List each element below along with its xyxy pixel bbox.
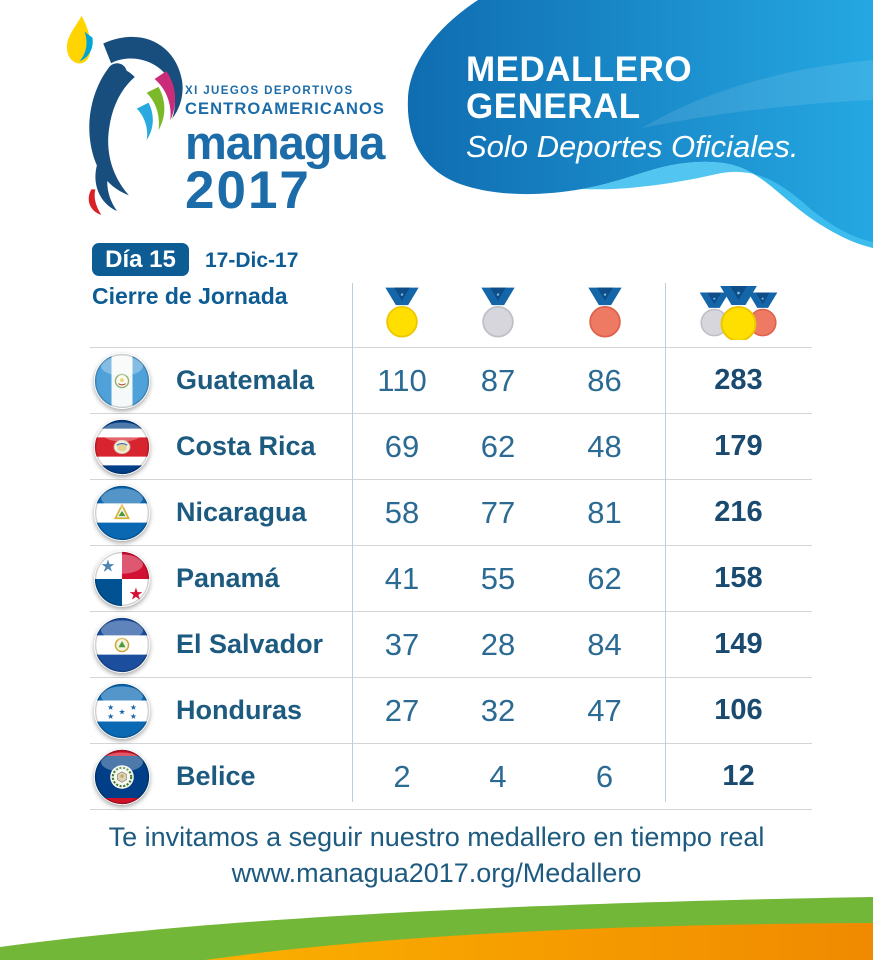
logo-games-line1: XI JUEGOS DEPORTIVOS <box>185 85 354 97</box>
gold-medal-icon <box>381 287 423 339</box>
silver-count: 77 <box>480 494 516 530</box>
country-flag-icon <box>94 550 150 607</box>
table-row: Costa Rica 69 62 48 179 <box>90 413 812 479</box>
bronze-count: 86 <box>587 362 622 398</box>
country-flag-icon <box>94 484 150 541</box>
bronze-count: 81 <box>587 494 622 530</box>
medal-table: Guatemala 110 87 86 283 Costa Rica 69 62… <box>90 278 812 810</box>
table-vertical-divider-right <box>665 283 666 802</box>
total-count: 216 <box>714 496 763 528</box>
bottom-wave-graphic <box>0 897 873 960</box>
medal-table-body: Guatemala 110 87 86 283 Costa Rica 69 62… <box>90 347 812 810</box>
silver-count: 87 <box>480 362 516 398</box>
footer-url-text: www.managua2017.org/Medallero <box>231 858 642 888</box>
table-row: Panamá 41 55 62 158 <box>90 545 812 611</box>
silver-count: 62 <box>480 428 516 464</box>
medal-table-header <box>90 278 812 347</box>
country-name: Honduras <box>176 695 303 725</box>
day-caption: Cierre de Jornada <box>92 283 288 309</box>
country-name: El Salvador <box>176 629 324 659</box>
country-name: Costa Rica <box>176 431 316 461</box>
silver-count: 4 <box>489 758 507 794</box>
gold-count: 37 <box>384 626 420 662</box>
table-vertical-divider-left <box>352 283 353 802</box>
silver-medal-icon <box>477 287 519 339</box>
country-flag-icon <box>94 352 150 409</box>
logo-wordmark: managua <box>185 116 385 169</box>
table-row: Belice 2 4 6 12 <box>90 743 812 810</box>
bronze-count: 6 <box>595 758 614 794</box>
silver-count: 55 <box>480 560 516 596</box>
banner-subtitle: Solo Deportes Oficiales. <box>466 128 799 164</box>
total-count: 12 <box>722 760 755 792</box>
gold-count: 69 <box>384 428 420 464</box>
total-count: 283 <box>714 364 763 396</box>
table-row: El Salvador 37 28 84 149 <box>90 611 812 677</box>
country-flag-icon <box>94 748 150 805</box>
gold-count: 27 <box>384 692 420 728</box>
logo-year: 2017 <box>185 161 311 220</box>
country-name: Panamá <box>176 563 280 593</box>
country-flag-icon <box>94 616 150 673</box>
table-row: Honduras 27 32 47 106 <box>90 677 812 743</box>
banner-wave-graphic <box>407 0 873 248</box>
logo-text-block: XI JUEGOS DEPORTIVOS CENTROAMERICANOS ma… <box>185 85 386 220</box>
total-count: 158 <box>714 562 763 594</box>
gold-count: 110 <box>377 362 427 398</box>
total-medals-icon <box>691 286 786 340</box>
total-count: 149 <box>714 628 763 660</box>
silver-count: 28 <box>480 626 516 662</box>
country-name: Belice <box>176 761 256 791</box>
table-row: Guatemala 110 87 86 283 <box>90 347 812 413</box>
banner-title: MEDALLERO GENERAL <box>466 50 693 126</box>
table-row: Nicaragua 58 77 81 216 <box>90 479 812 545</box>
bronze-count: 48 <box>587 428 622 464</box>
country-flag-icon <box>94 418 150 475</box>
total-count: 179 <box>714 430 763 462</box>
gold-count: 41 <box>384 560 420 596</box>
country-flag-icon <box>94 682 150 739</box>
country-name: Nicaragua <box>176 497 307 527</box>
total-count: 106 <box>714 694 763 726</box>
managua-2017-logo-icon <box>66 15 183 216</box>
silver-count: 32 <box>480 692 516 728</box>
bronze-medal-icon <box>584 287 626 339</box>
gold-count: 2 <box>393 758 411 794</box>
bronze-count: 84 <box>587 626 622 662</box>
gold-count: 58 <box>384 494 420 530</box>
day-badge: Día 15 <box>92 243 189 276</box>
country-name: Guatemala <box>176 365 315 395</box>
footer-invitation-text: Te invitamos a seguir nuestro medallero … <box>108 822 765 852</box>
bronze-count: 62 <box>587 560 622 596</box>
logo-games-line2: CENTROAMERICANOS <box>185 99 386 118</box>
bronze-count: 47 <box>587 692 622 728</box>
day-date: 17-Dic-17 <box>205 249 299 272</box>
